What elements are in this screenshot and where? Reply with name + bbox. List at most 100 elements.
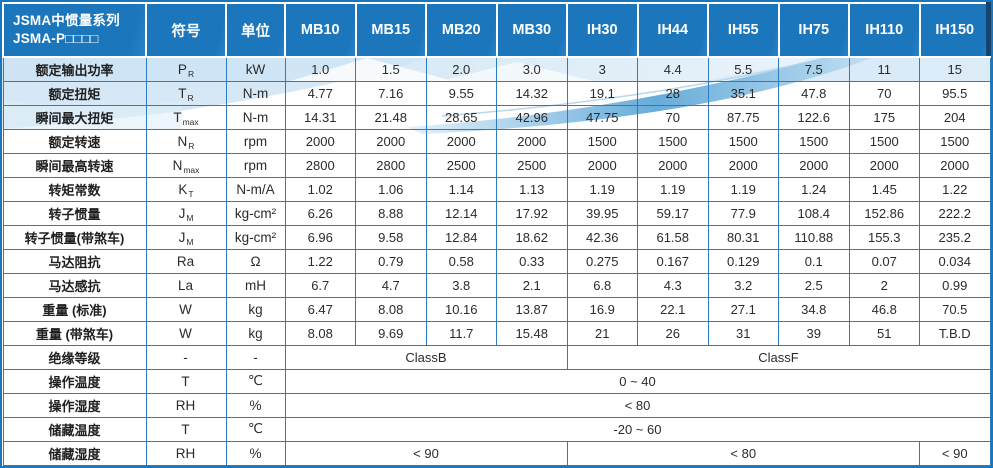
symbol-base: N: [172, 157, 183, 173]
spec-cell: 19.1: [566, 80, 638, 106]
spec-cell: 1.14: [425, 176, 497, 202]
spec-cell: 39: [778, 320, 850, 346]
symbol-base: T: [178, 85, 187, 101]
spec-cell: 87.75: [707, 104, 779, 130]
spec-cell: 11.7: [425, 320, 497, 346]
header-edge-cap: [986, 2, 991, 56]
row-symbol: PR: [145, 56, 227, 82]
row-unit: ℃: [225, 416, 286, 442]
symbol-base: T: [173, 109, 182, 125]
spec-cell: 6.96: [284, 224, 356, 250]
spec-cell: 39.95: [566, 200, 638, 226]
spec-cell: 47.75: [566, 104, 638, 130]
spec-cell: 51: [848, 320, 920, 346]
spec-cell: 21: [566, 320, 638, 346]
col-header-model: IH55: [707, 2, 780, 58]
spec-cell: 18.62: [496, 224, 568, 250]
spec-cell: 26: [637, 320, 709, 346]
spec-cell: 108.4: [778, 200, 850, 226]
spec-cell: 9.55: [425, 80, 497, 106]
spec-cell: 2.1: [496, 272, 568, 298]
spec-cell: 2000: [496, 128, 568, 154]
col-header-symbol: 符号: [145, 2, 227, 58]
col-header-model: MB30: [495, 2, 568, 58]
spec-cell: 16.9: [566, 296, 638, 322]
spec-cell: 1500: [919, 128, 991, 154]
table-row: 额定转速 NR rpm 2000 2000 2000 2000 1500 150…: [2, 128, 991, 154]
spec-cell: 21.48: [355, 104, 427, 130]
spec-cell: 4.3: [637, 272, 709, 298]
spec-cell: 2000: [284, 128, 356, 154]
col-header-model: IH44: [636, 2, 709, 58]
spec-cell: 4.4: [637, 56, 709, 82]
spec-cell: 6.7: [284, 272, 356, 298]
row-unit: N-m: [225, 104, 286, 130]
spec-cell: 1500: [778, 128, 850, 154]
table-row: 操作温度 T ℃ 0 ~ 40: [2, 368, 991, 394]
spec-cell: 2000: [425, 128, 497, 154]
spec-cell: 35.1: [707, 80, 779, 106]
spec-cell: 12.14: [425, 200, 497, 226]
row-unit: rpm: [225, 128, 286, 154]
spec-cell: 70: [637, 104, 709, 130]
spec-cell: 5.5: [707, 56, 779, 82]
spec-cell: 3: [566, 56, 638, 82]
spec-cell: 46.8: [848, 296, 920, 322]
row-unit: ℃: [225, 368, 286, 394]
spec-cell: 8.08: [284, 320, 356, 346]
spec-cell: 3.8: [425, 272, 497, 298]
spec-cell: 42.36: [566, 224, 638, 250]
operating-temp-range: 0 ~ 40: [284, 368, 991, 394]
spec-cell: 6.47: [284, 296, 356, 322]
spec-cell: 3.2: [707, 272, 779, 298]
spec-cell: 0.07: [848, 248, 920, 274]
row-unit: Ω: [225, 248, 286, 274]
row-symbol: TR: [145, 80, 227, 106]
col-header-model: IH75: [777, 2, 850, 58]
spec-cell: 14.31: [284, 104, 356, 130]
row-symbol: JM: [145, 224, 227, 250]
symbol-subscript: R: [187, 68, 195, 79]
spec-cell: 47.8: [778, 80, 850, 106]
spec-cell: 70.5: [919, 296, 991, 322]
spec-cell: 2000: [778, 152, 850, 178]
spec-cell: 1.22: [284, 248, 356, 274]
row-unit: %: [225, 440, 286, 466]
table-row: 转子惯量(带煞车) JM kg-cm² 6.96 9.58 12.84 18.6…: [2, 224, 991, 250]
row-label: 操作湿度: [2, 392, 147, 418]
col-header-model: IH110: [848, 2, 921, 58]
spec-cell: 77.9: [707, 200, 779, 226]
row-label: 重量 (带煞车): [2, 320, 147, 346]
row-unit: mH: [225, 272, 286, 298]
table-row: 瞬间最高转速 Nmax rpm 2800 2800 2500 2500 2000…: [2, 152, 991, 178]
col-header-model: MB20: [425, 2, 498, 58]
spec-cell: 8.08: [355, 296, 427, 322]
row-symbol: RH: [145, 392, 227, 418]
row-symbol: T: [145, 368, 227, 394]
spec-cell: 28.65: [425, 104, 497, 130]
spec-cell: 1.06: [355, 176, 427, 202]
symbol-base: P: [177, 61, 187, 77]
symbol-base: K: [178, 181, 188, 197]
spec-cell: 204: [919, 104, 991, 130]
row-unit: N-m: [225, 80, 286, 106]
spec-cell: 235.2: [919, 224, 991, 250]
series-title-line2: JSMA-P□□□□: [13, 31, 99, 46]
row-symbol: Tmax: [145, 104, 227, 130]
row-unit: -: [225, 344, 286, 370]
table-row: 转子惯量 JM kg-cm² 6.26 8.88 12.14 17.92 39.…: [2, 200, 991, 226]
spec-cell: 2800: [284, 152, 356, 178]
spec-cell: 110.88: [778, 224, 850, 250]
row-unit: kW: [225, 56, 286, 82]
spec-cell: 27.1: [707, 296, 779, 322]
symbol-base: RH: [175, 397, 196, 413]
row-label: 额定扭矩: [2, 80, 147, 106]
row-label: 马达阻抗: [2, 248, 147, 274]
spec-cell: 122.6: [778, 104, 850, 130]
spec-cell: 22.1: [637, 296, 709, 322]
spec-cell: 28: [637, 80, 709, 106]
row-symbol: KT: [145, 176, 227, 202]
spec-cell: 2000: [848, 152, 920, 178]
spec-cell: 222.2: [919, 200, 991, 226]
